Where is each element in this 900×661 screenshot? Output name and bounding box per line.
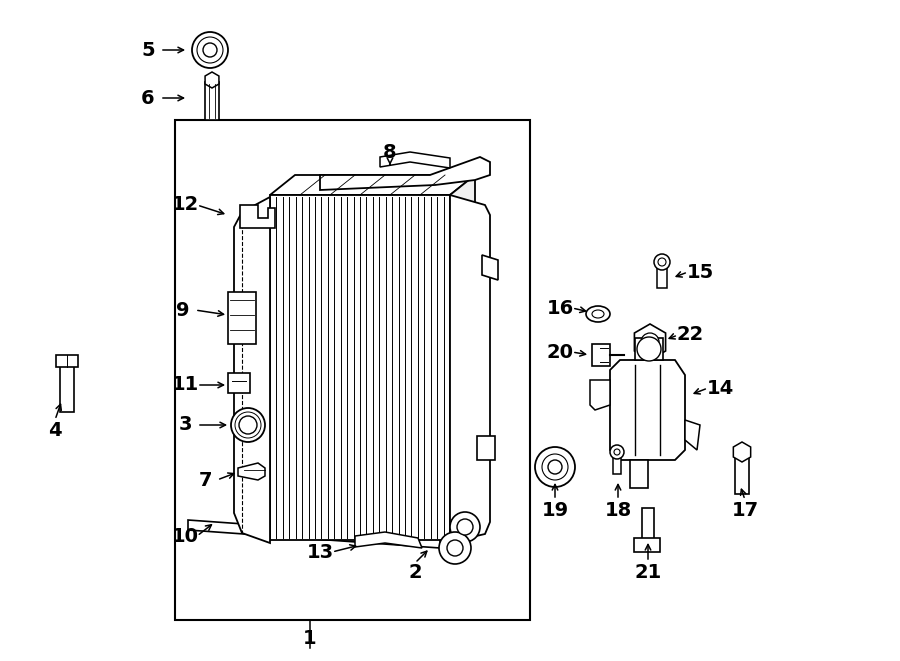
Polygon shape — [355, 532, 422, 548]
Bar — [228, 373, 250, 393]
Text: 12: 12 — [171, 196, 199, 215]
Circle shape — [535, 447, 575, 487]
Text: 6: 6 — [141, 89, 155, 108]
Circle shape — [203, 43, 217, 57]
Polygon shape — [685, 420, 700, 450]
Bar — [205, 82, 219, 120]
Polygon shape — [320, 157, 490, 190]
Ellipse shape — [586, 306, 610, 322]
Text: 8: 8 — [383, 143, 397, 161]
Circle shape — [610, 445, 624, 459]
Text: 21: 21 — [634, 563, 662, 582]
Text: 16: 16 — [546, 299, 573, 317]
Polygon shape — [238, 463, 265, 480]
Circle shape — [658, 258, 666, 266]
Circle shape — [447, 540, 463, 556]
Bar — [642, 508, 654, 550]
Ellipse shape — [592, 310, 604, 318]
Circle shape — [439, 532, 471, 564]
Polygon shape — [205, 72, 219, 88]
Text: 19: 19 — [542, 500, 569, 520]
Bar — [175, 120, 530, 620]
Text: 7: 7 — [198, 471, 212, 490]
Bar — [630, 460, 648, 488]
Text: 1: 1 — [303, 629, 317, 648]
Text: 5: 5 — [141, 40, 155, 59]
Polygon shape — [380, 152, 450, 168]
Text: 3: 3 — [178, 416, 192, 434]
Bar — [613, 452, 621, 474]
Circle shape — [614, 449, 620, 455]
Polygon shape — [634, 324, 666, 360]
Bar — [735, 452, 749, 494]
Text: 18: 18 — [605, 500, 632, 520]
Polygon shape — [450, 175, 475, 540]
Polygon shape — [634, 538, 660, 552]
Text: 4: 4 — [49, 420, 62, 440]
Polygon shape — [188, 520, 440, 548]
Bar — [60, 360, 74, 412]
Polygon shape — [270, 175, 475, 195]
Bar — [592, 344, 610, 366]
Polygon shape — [590, 380, 610, 410]
Circle shape — [239, 416, 257, 434]
Circle shape — [192, 32, 228, 68]
Circle shape — [641, 333, 659, 351]
Bar — [56, 355, 78, 367]
Circle shape — [450, 512, 480, 542]
Bar — [477, 436, 495, 460]
Circle shape — [457, 519, 473, 535]
Bar — [270, 195, 450, 540]
Bar — [657, 262, 667, 288]
Bar — [228, 292, 256, 344]
Text: 14: 14 — [706, 379, 733, 397]
Text: 20: 20 — [546, 342, 573, 362]
Polygon shape — [240, 205, 275, 228]
Polygon shape — [482, 255, 498, 280]
Text: 15: 15 — [687, 262, 714, 282]
Circle shape — [548, 460, 562, 474]
Text: 10: 10 — [172, 527, 199, 545]
Circle shape — [231, 408, 265, 442]
Circle shape — [637, 337, 661, 361]
Polygon shape — [610, 360, 685, 460]
Text: 9: 9 — [176, 301, 190, 319]
Text: 22: 22 — [677, 325, 704, 344]
Polygon shape — [234, 197, 270, 543]
Text: 17: 17 — [732, 500, 759, 520]
Polygon shape — [450, 195, 490, 542]
Polygon shape — [734, 442, 751, 462]
Circle shape — [654, 254, 670, 270]
Text: 2: 2 — [409, 563, 422, 582]
Text: 11: 11 — [171, 375, 199, 395]
Text: 13: 13 — [306, 543, 334, 561]
Bar — [635, 338, 663, 360]
